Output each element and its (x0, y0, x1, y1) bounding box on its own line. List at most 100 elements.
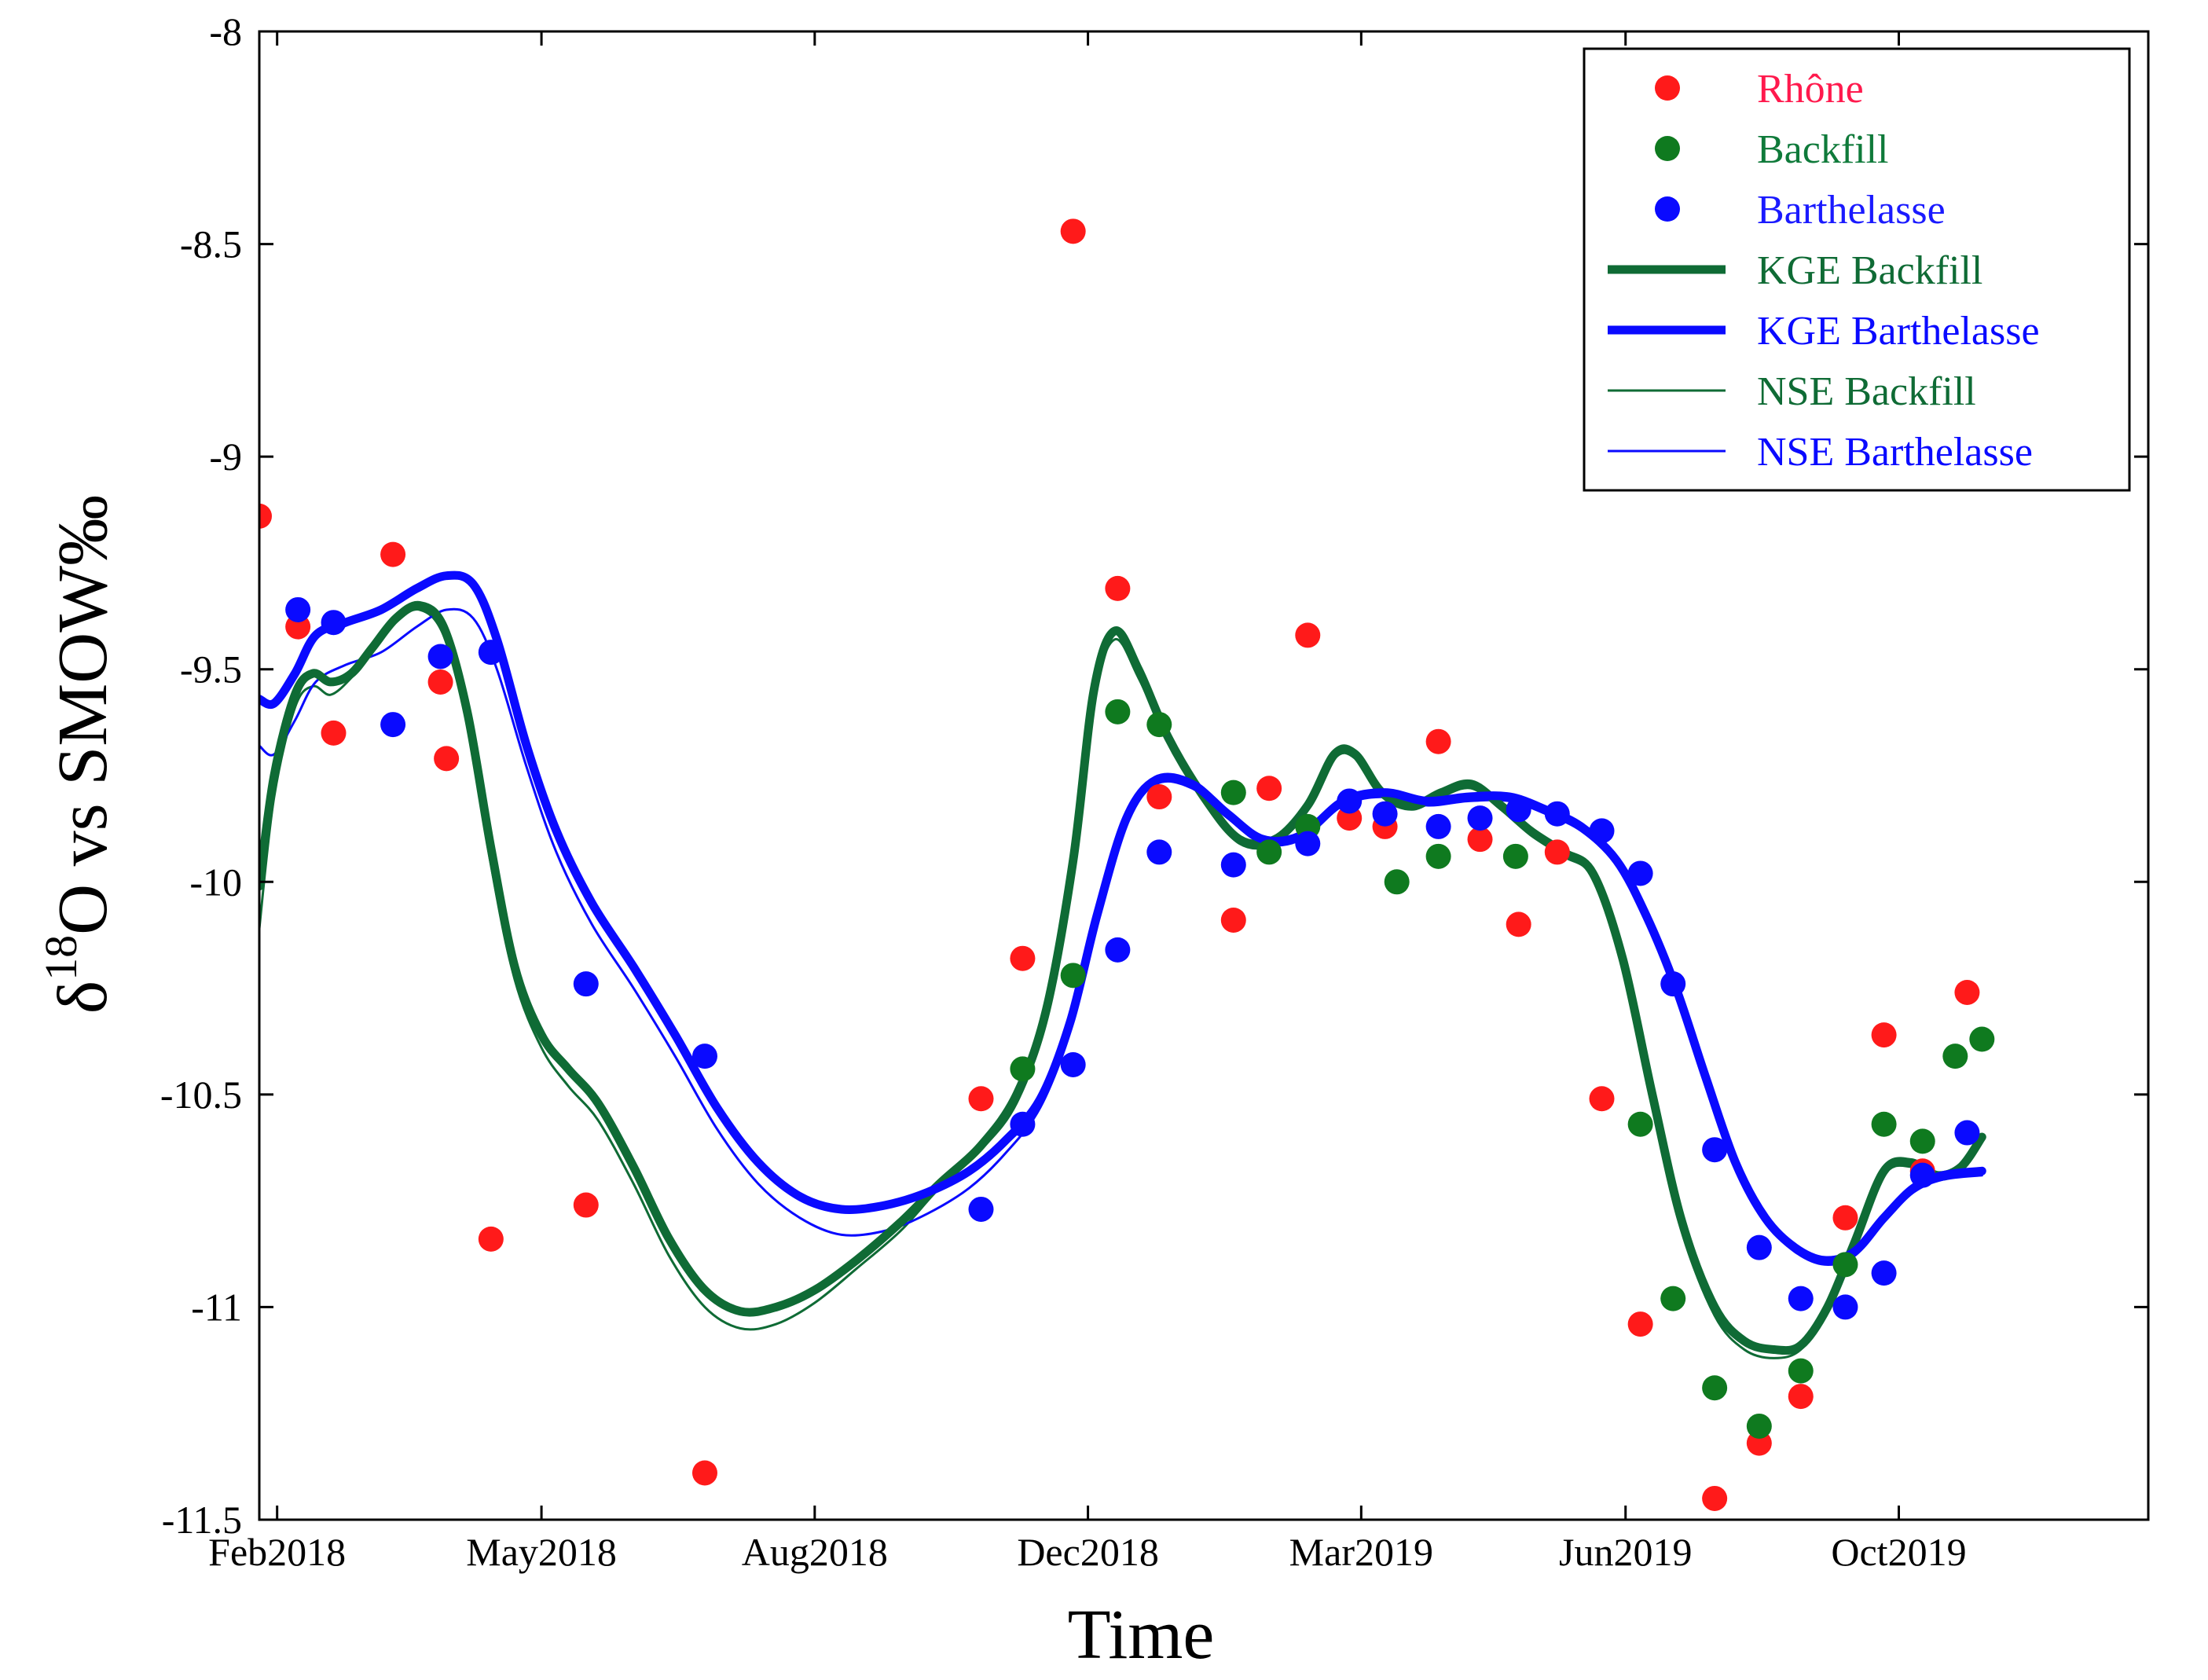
point-barthelasse (1337, 788, 1363, 814)
point-backfill (1788, 1358, 1814, 1384)
point-rhone (573, 1192, 599, 1218)
point-rhone (1295, 622, 1321, 648)
point-barthelasse (1467, 805, 1493, 831)
y-axis-title: δ18O vs SMOW‰ (35, 495, 122, 1014)
y-tick-label: -11 (191, 1285, 242, 1329)
x-tick-label: Oct2019 (1831, 1530, 1966, 1574)
point-backfill (1746, 1413, 1772, 1439)
point-rhone (1146, 784, 1172, 810)
point-rhone (259, 503, 272, 529)
legend-label-kge-barthelasse: KGE Barthelasse (1757, 309, 2040, 354)
point-barthelasse (321, 610, 347, 636)
x-tick-label: Jun2019 (1559, 1530, 1692, 1574)
point-barthelasse (1746, 1234, 1772, 1260)
point-barthelasse (1660, 971, 1686, 997)
point-rhone (1954, 979, 1980, 1005)
point-barthelasse (1909, 1162, 1935, 1188)
point-barthelasse (1220, 852, 1246, 878)
point-backfill (1832, 1252, 1858, 1278)
point-backfill (1256, 839, 1282, 865)
y-tick-label: -10 (189, 860, 242, 904)
point-backfill (1384, 869, 1410, 895)
point-backfill (1146, 712, 1172, 738)
point-rhone (1220, 907, 1246, 933)
point-barthelasse (285, 596, 311, 622)
point-barthelasse (1105, 937, 1131, 963)
point-rhone (1105, 575, 1131, 601)
point-barthelasse (1425, 813, 1451, 839)
y-tick-label: -10.5 (160, 1073, 242, 1117)
legend-marker-barthelasse (1655, 196, 1680, 222)
x-tick-label: May2018 (466, 1530, 617, 1574)
legend-label-nse-barthelasse: NSE Barthelasse (1757, 430, 2033, 475)
point-barthelasse (968, 1196, 994, 1222)
y-tick-label: -9.5 (180, 647, 242, 691)
point-barthelasse (1702, 1137, 1728, 1163)
y-tick-label: -11.5 (162, 1498, 242, 1542)
point-barthelasse (1372, 801, 1398, 827)
x-tick-label: Mar2019 (1289, 1530, 1433, 1574)
point-backfill (1220, 779, 1246, 805)
point-rhone (1788, 1384, 1814, 1410)
x-axis-title: Time (1068, 1596, 1215, 1674)
point-rhone (1702, 1485, 1728, 1511)
point-rhone (968, 1086, 994, 1112)
point-rhone (691, 1460, 717, 1486)
legend-label-barthelasse: Barthelasse (1757, 188, 1946, 233)
point-rhone (1589, 1086, 1615, 1112)
point-barthelasse (380, 712, 406, 738)
point-barthelasse (1589, 818, 1615, 844)
point-backfill (1660, 1286, 1686, 1311)
point-backfill (1010, 1056, 1036, 1082)
point-barthelasse (1832, 1294, 1858, 1320)
legend-label-nse-backfill: NSE Backfill (1757, 369, 1976, 414)
point-rhone (1425, 728, 1451, 754)
point-barthelasse (1627, 860, 1653, 886)
legend-marker-rhone (1655, 75, 1680, 101)
y-tick-label: -8.5 (180, 222, 242, 266)
legend-label-backfill: Backfill (1757, 127, 1889, 172)
point-barthelasse (1295, 831, 1321, 857)
point-rhone (1506, 912, 1531, 937)
point-barthelasse (1146, 839, 1172, 865)
legend-label-kge-backfill: KGE Backfill (1757, 248, 1982, 293)
y-tick-label: -9 (209, 435, 242, 479)
point-rhone (1544, 839, 1570, 865)
point-backfill (1702, 1375, 1728, 1401)
x-tick-label: Feb2018 (208, 1530, 346, 1574)
point-backfill (1909, 1128, 1935, 1154)
point-backfill (1060, 963, 1086, 989)
svg-text:δ18O vs SMOW‰: δ18O vs SMOW‰ (35, 495, 122, 1014)
point-backfill (1942, 1044, 1968, 1069)
point-rhone (321, 720, 347, 746)
point-rhone (1010, 945, 1036, 971)
point-rhone (1467, 827, 1493, 853)
point-rhone (1832, 1205, 1858, 1231)
x-axis: Feb2018 May2018 Aug2018 Dec2018 Mar2019 Jun20… (208, 31, 1967, 1574)
point-barthelasse (1544, 801, 1570, 827)
legend-marker-backfill (1655, 136, 1680, 161)
x-tick-label: Aug2018 (742, 1530, 888, 1574)
y-axis-title-symbol: δ (44, 981, 122, 1014)
point-barthelasse (573, 971, 599, 997)
legend-label-rhone: Rhône (1757, 67, 1864, 112)
x-tick-label: Dec2018 (1017, 1530, 1159, 1574)
y-tick-label: -8 (209, 9, 242, 53)
line-kge-backfill (259, 600, 1986, 1355)
point-rhone (1627, 1311, 1653, 1337)
point-barthelasse (1788, 1286, 1814, 1311)
point-backfill (1105, 699, 1131, 724)
point-barthelasse (1010, 1111, 1036, 1137)
point-backfill (1425, 843, 1451, 869)
point-rhone (1256, 776, 1282, 801)
legend: Rhône Backfill Barthelasse KGE Backfill KGE … (1583, 47, 2131, 492)
series-points-layer (259, 218, 1995, 1511)
point-rhone (434, 746, 460, 772)
point-rhone (427, 669, 453, 695)
plot-frame (258, 30, 2150, 1521)
y-axis-title-rest: O vs SMOW‰ (44, 495, 122, 935)
point-backfill (1627, 1111, 1653, 1137)
point-backfill (1871, 1111, 1897, 1137)
